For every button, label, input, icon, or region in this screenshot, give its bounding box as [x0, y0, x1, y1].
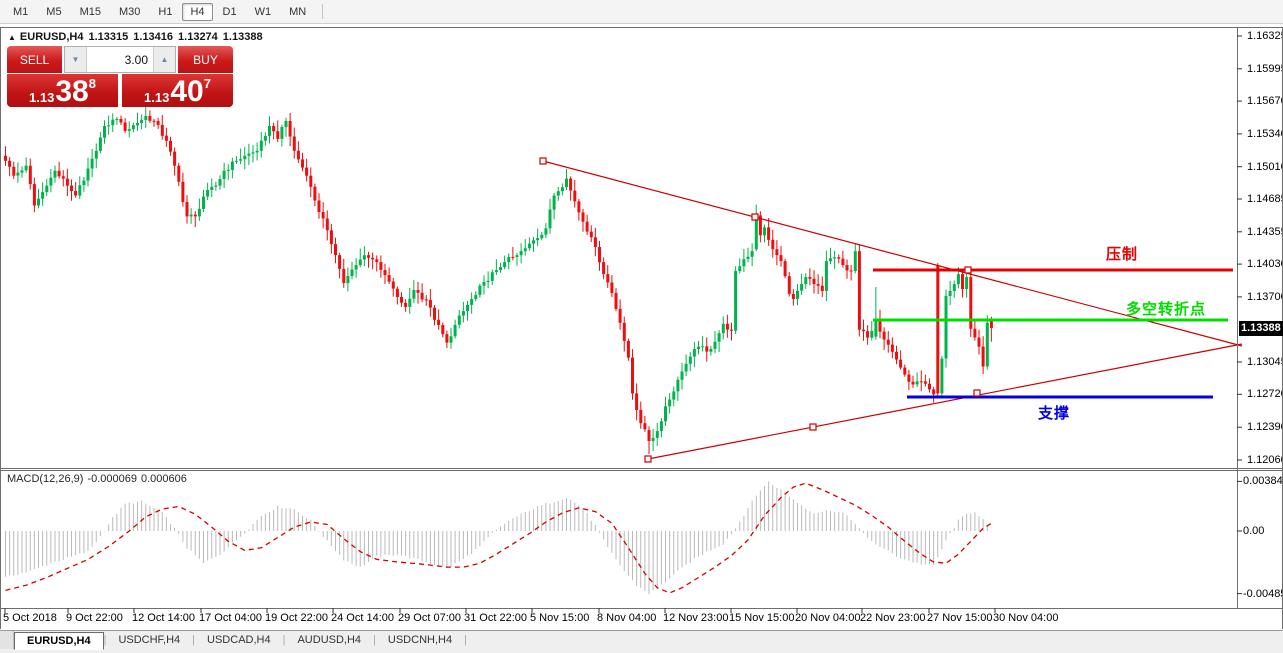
volume-input[interactable]: 3.00: [124, 52, 148, 67]
buy-price-big: 40: [170, 75, 204, 109]
buy-price-prefix: 1.13: [144, 89, 170, 105]
sell-price-prefix: 1.13: [29, 89, 55, 105]
price-tick-label: 1.12390: [1247, 421, 1283, 433]
pivot-label: 多空转折点: [1126, 301, 1207, 318]
macd-signal-value: 0.000606: [140, 473, 187, 485]
time-axis-label: 31 Oct 22:00: [464, 612, 527, 624]
time-axis-label: 12 Oct 14:00: [132, 612, 195, 624]
chart-canvas[interactable]: [2, 28, 1237, 608]
macd-main-value: -0.000069: [87, 473, 137, 485]
tf-button-D1[interactable]: D1: [222, 5, 237, 18]
price-tick-label: 1.14030: [1247, 258, 1283, 270]
time-axis-label: 24 Oct 14:00: [331, 612, 394, 624]
one-click-trade-panel: SELL ▼ 3.00 ▲ BUY 1.13 38 8 1.13 40 7: [7, 46, 233, 107]
time-axis-label: 8 Nov 04:00: [597, 612, 657, 624]
sell-button[interactable]: SELL: [7, 46, 62, 73]
tf-button-M15[interactable]: M15: [79, 5, 101, 18]
resistance-label: 压制: [1106, 246, 1139, 263]
symbol-name: EURUSD,H4: [19, 31, 84, 43]
timeframe-toolbar: M1 M5 M15 M30 H1 H4 D1 W1 MN: [0, 0, 1283, 24]
price-tick-label: 1.16325: [1247, 30, 1283, 42]
volume-decrease-button[interactable]: ▼: [65, 47, 87, 72]
time-axis-label: 17 Oct 04:00: [199, 612, 262, 624]
buy-price-display[interactable]: 1.13 40 7: [122, 74, 233, 107]
tf-button-M1[interactable]: M1: [13, 5, 29, 18]
price-tick-label: 1.15010: [1247, 161, 1283, 173]
time-axis-label: 20 Nov 04:00: [795, 612, 861, 624]
macd-tick-label: -0.00485: [1243, 588, 1283, 600]
macd-indicator-label: MACD(12,26,9) -0.000069 0.000606: [7, 473, 191, 485]
chart-tab-USDCADH4[interactable]: USDCAD,H4: [207, 634, 271, 646]
time-axis-label: 5 Nov 15:00: [530, 612, 590, 624]
buy-button[interactable]: BUY: [178, 46, 233, 73]
volume-increase-button[interactable]: ▲: [153, 47, 175, 72]
tf-button-M30[interactable]: M30: [118, 5, 141, 18]
toolbar-separator: [322, 4, 324, 19]
time-axis-label: 15 Nov 15:00: [729, 612, 795, 624]
chart-tab-USDCNHH4[interactable]: USDCNH,H4: [387, 634, 453, 646]
time-axis-label: 29 Oct 07:00: [398, 612, 461, 624]
tab-separator: |: [282, 634, 286, 646]
ohlc-close: 1.13388: [222, 31, 263, 43]
price-tick-label: 1.15340: [1247, 128, 1283, 140]
time-axis-label: 19 Oct 22:00: [265, 612, 328, 624]
ohlc-low: 1.13274: [178, 31, 218, 43]
sell-price-sup: 8: [88, 76, 96, 91]
chart-tab-EURUSDH4[interactable]: EURUSD,H4: [14, 632, 104, 650]
ohlc-high: 1.13416: [133, 31, 174, 43]
price-tick-label: 1.12720: [1247, 388, 1283, 400]
symbol-marker-icon: ▲: [8, 33, 16, 42]
macd-tick-label: 0.003847: [1243, 475, 1283, 487]
time-axis-label: 12 Nov 23:00: [663, 612, 729, 624]
ohlc-open: 1.13315: [88, 31, 129, 43]
time-axis-label: 9 Oct 22:00: [66, 612, 123, 624]
price-tick-label: 1.13045: [1247, 356, 1283, 368]
volume-spinner: ▼ 3.00 ▲: [64, 46, 176, 73]
tf-button-H1[interactable]: H1: [158, 5, 173, 18]
time-axis-label: 5 Oct 2018: [3, 612, 57, 624]
time-axis-label: 22 Nov 23:00: [860, 612, 926, 624]
price-tick-label: 1.15995: [1247, 63, 1283, 75]
sell-price-display[interactable]: 1.13 38 8: [7, 74, 118, 107]
buy-price-sup: 7: [203, 76, 211, 91]
price-tick-label: 1.12060: [1247, 454, 1283, 466]
macd-name: MACD(12,26,9): [7, 473, 84, 485]
chart-tab-AUDUSDH4[interactable]: AUDUSD,H4: [297, 634, 362, 646]
tf-button-MN[interactable]: MN: [289, 5, 307, 18]
tf-button-M5[interactable]: M5: [46, 5, 62, 18]
price-tick-label: 1.14355: [1247, 226, 1283, 238]
price-tick-label: 1.15670: [1247, 95, 1283, 107]
tabbar-notch: [0, 631, 14, 649]
support-label: 支撑: [1038, 405, 1071, 422]
tab-separator: |: [103, 634, 107, 646]
symbol-tabbar: EURUSD,H4 | USDCHF,H4 | USDCAD,H4 | AUDUSD,H4 |…: [0, 630, 1283, 653]
macd-tick-label: 0.00: [1243, 525, 1265, 537]
current-price-badge: 1.13388: [1239, 321, 1283, 336]
price-tick-label: 1.14685: [1247, 193, 1283, 205]
chart-tab-USDCHFH4[interactable]: USDCHF,H4: [118, 634, 181, 646]
tf-button-H4[interactable]: H4: [182, 2, 213, 21]
price-tick-label: 1.13700: [1247, 291, 1283, 303]
tab-separator: |: [373, 634, 376, 646]
time-axis-label: 27 Nov 15:00: [927, 612, 993, 624]
tab-separator: |: [192, 634, 196, 646]
tab-separator: |: [464, 634, 467, 646]
time-axis-label: 30 Nov 04:00: [993, 612, 1059, 624]
tf-button-W1[interactable]: W1: [254, 5, 272, 18]
chart-title: ▲ EURUSD,H4 1.13315 1.13416 1.13274 1.13388: [8, 31, 268, 43]
sell-price-big: 38: [55, 75, 89, 109]
